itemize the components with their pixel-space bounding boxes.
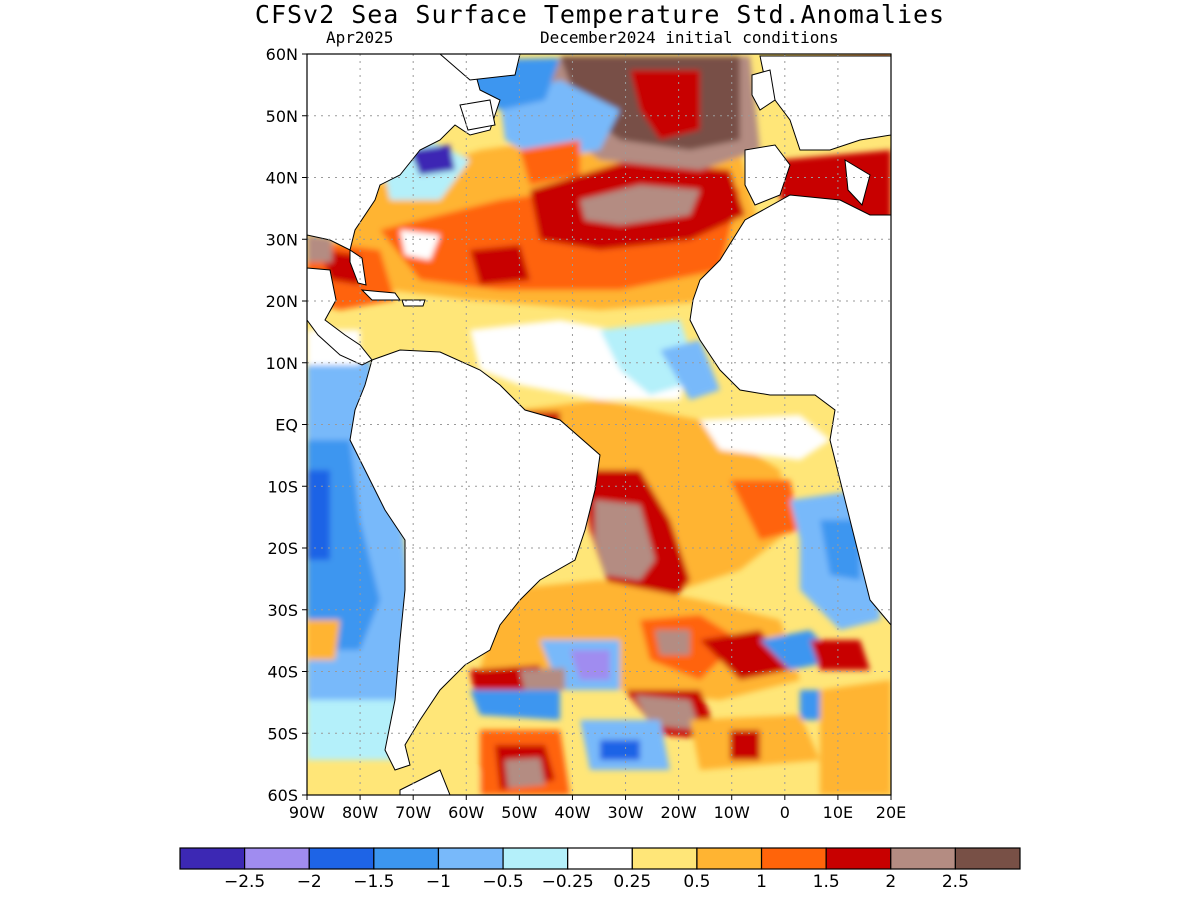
colorbar-label: −2 — [297, 872, 322, 892]
colorbar-swatch — [825, 847, 892, 870]
colorbar-label: −1.5 — [353, 872, 394, 892]
colorbar-label: 2 — [885, 872, 896, 892]
lat-tick-label: 30N — [266, 230, 298, 249]
lon-tick-label: 0 — [780, 803, 790, 822]
colorbar: −2.5 −2 −1.5 −1 −0.5 −0.25 0.25 0.5 1 1.5 2 2.5 — [179, 847, 1021, 892]
lon-tick-label: 40W — [554, 803, 590, 822]
lat-tick-label: 50S — [267, 724, 298, 743]
colorbar-swatch — [179, 847, 246, 870]
colorbar-label: −1 — [426, 872, 451, 892]
lat-tick-label: 10S — [267, 477, 298, 496]
colorbar-label: 2.5 — [942, 872, 969, 892]
lat-tick-label: 20S — [267, 539, 298, 558]
colorbar-swatch — [890, 847, 956, 870]
colorbar-label: 1.5 — [813, 872, 840, 892]
colorbar-swatch — [567, 847, 633, 870]
lat-tick-label: 30S — [267, 601, 298, 620]
colorbar-swatch — [373, 847, 440, 870]
initial-conditions-label: December2024 initial conditions — [540, 28, 839, 47]
lon-tick-label: 20E — [876, 803, 906, 822]
colorbar-swatch — [760, 847, 827, 870]
graticule — [307, 54, 891, 795]
colorbar-swatch — [502, 847, 569, 870]
lat-tick-label: 40S — [267, 663, 298, 682]
forecast-month: Apr2025 — [326, 28, 394, 47]
colorbar-swatch — [308, 847, 375, 870]
lat-tick-label: 60S — [267, 786, 298, 805]
colorbar-swatch — [437, 847, 504, 870]
lat-tick-label: 50N — [266, 107, 298, 126]
lat-tick-label: 10N — [266, 354, 298, 373]
longitude-axis: 90W 80W 70W 60W 50W 40W 30W 20W 10W 0 10E 20E — [289, 795, 906, 822]
colorbar-label: −0.25 — [542, 872, 594, 892]
map-title: CFSv2 Sea Surface Temperature Std.Anomal… — [254, 0, 946, 29]
lon-tick-label: 10W — [714, 803, 750, 822]
lon-tick-label: 70W — [395, 803, 431, 822]
lon-tick-label: 20W — [661, 803, 697, 822]
lat-tick-label: 60N — [266, 45, 298, 64]
lon-tick-label: 60W — [448, 803, 484, 822]
colorbar-label: 1 — [756, 872, 767, 892]
sst-anomaly-field — [307, 54, 891, 795]
lon-tick-label: 80W — [342, 803, 378, 822]
colorbar-swatch — [244, 847, 310, 870]
colorbar-swatch — [954, 847, 1021, 870]
lon-tick-label: 50W — [501, 803, 537, 822]
colorbar-label: −2.5 — [224, 872, 265, 892]
lat-tick-label: 20N — [266, 292, 298, 311]
colorbar-label: 0.25 — [613, 872, 651, 892]
land-masses — [307, 54, 891, 795]
lat-tick-label: EQ — [275, 416, 298, 435]
lon-tick-label: 10E — [823, 803, 853, 822]
colorbar-swatch — [631, 847, 698, 870]
colorbar-swatch — [696, 847, 763, 870]
lon-tick-label: 30W — [607, 803, 643, 822]
colorbar-label: −0.5 — [482, 872, 523, 892]
latitude-axis: 60N 50N 40N 30N 20N 10N EQ 10S 20S 30S 40S 50S 60S — [266, 45, 307, 805]
lat-tick-label: 40N — [266, 169, 298, 188]
colorbar-label: 0.5 — [683, 872, 710, 892]
lon-tick-label: 90W — [289, 803, 325, 822]
